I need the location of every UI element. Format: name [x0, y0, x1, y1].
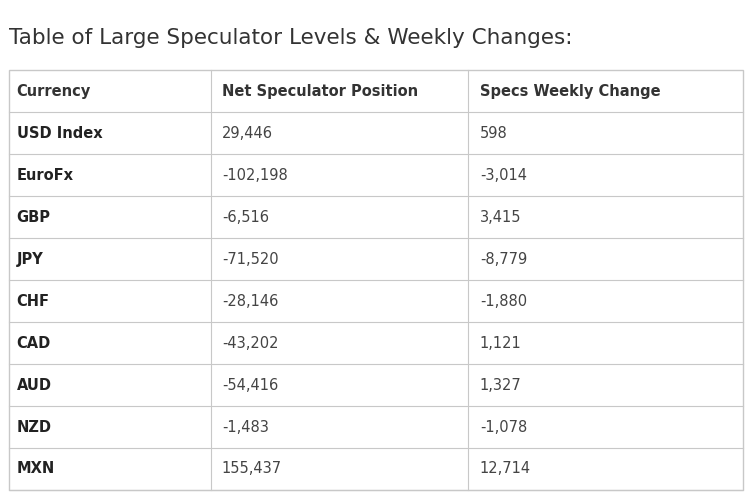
Text: USD Index: USD Index — [17, 126, 102, 141]
Text: 3,415: 3,415 — [480, 209, 521, 224]
Text: -54,416: -54,416 — [222, 378, 278, 392]
Text: MXN: MXN — [17, 461, 55, 476]
Text: 155,437: 155,437 — [222, 461, 282, 476]
Text: 1,121: 1,121 — [480, 336, 522, 351]
Text: AUD: AUD — [17, 378, 52, 392]
Text: NZD: NZD — [17, 419, 52, 434]
Text: -43,202: -43,202 — [222, 336, 278, 351]
Text: 12,714: 12,714 — [480, 461, 531, 476]
Text: -1,078: -1,078 — [480, 419, 527, 434]
Bar — [9, 70, 743, 490]
Text: -102,198: -102,198 — [222, 168, 287, 182]
Text: Table of Large Speculator Levels & Weekly Changes:: Table of Large Speculator Levels & Weekl… — [9, 28, 572, 48]
Text: -1,880: -1,880 — [480, 294, 527, 309]
Text: 1,327: 1,327 — [480, 378, 522, 392]
Text: -3,014: -3,014 — [480, 168, 527, 182]
Text: -28,146: -28,146 — [222, 294, 278, 309]
Text: CHF: CHF — [17, 294, 50, 309]
Text: -71,520: -71,520 — [222, 252, 278, 267]
Text: -6,516: -6,516 — [222, 209, 269, 224]
Text: Net Speculator Position: Net Speculator Position — [222, 84, 418, 99]
Text: -8,779: -8,779 — [480, 252, 527, 267]
Text: Specs Weekly Change: Specs Weekly Change — [480, 84, 660, 99]
Text: 598: 598 — [480, 126, 508, 141]
Text: EuroFx: EuroFx — [17, 168, 74, 182]
Text: 29,446: 29,446 — [222, 126, 273, 141]
Text: CAD: CAD — [17, 336, 51, 351]
Text: -1,483: -1,483 — [222, 419, 268, 434]
Text: JPY: JPY — [17, 252, 44, 267]
Text: GBP: GBP — [17, 209, 50, 224]
Text: Currency: Currency — [17, 84, 91, 99]
